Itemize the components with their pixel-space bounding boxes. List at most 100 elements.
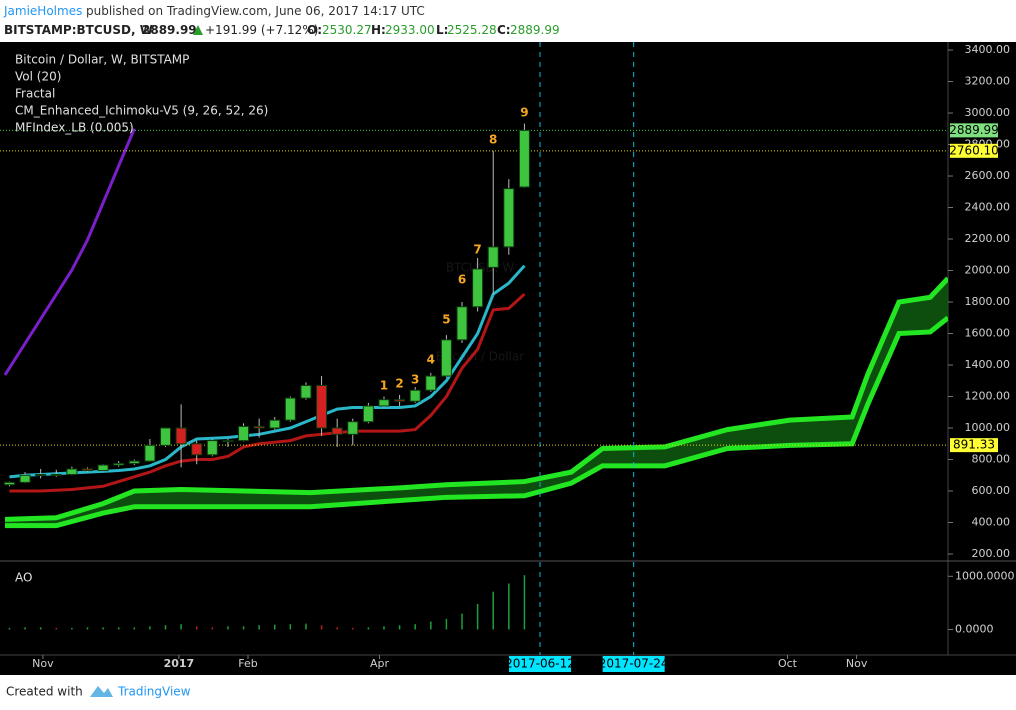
- candle-body: [222, 440, 234, 443]
- indicator-name: CM_Enhanced_Ichimoku-V5 (9, 26, 52, 26): [15, 104, 268, 118]
- ao-pane: [8, 575, 526, 630]
- high-label: H:: [371, 23, 386, 37]
- wave-label: 5: [442, 312, 450, 326]
- candle-body: [191, 443, 203, 456]
- price-pane: 1 2 34 5 6 7 8 9: [0, 106, 948, 529]
- x-tick-label: Apr: [370, 657, 390, 670]
- price-box: [950, 143, 998, 158]
- ao-title: AO: [15, 571, 32, 585]
- candle-body: [113, 462, 125, 466]
- high: 2933.00: [385, 23, 435, 37]
- x-tick-label: Nov: [32, 657, 54, 670]
- open-label: O:: [307, 23, 322, 37]
- candle-body: [50, 473, 62, 476]
- candle-body: [284, 397, 296, 421]
- wave-label: 1: [380, 378, 388, 392]
- candle-body: [331, 427, 343, 435]
- y-tick-label: 1200.00: [965, 390, 1011, 403]
- price-label: 891.33: [953, 438, 995, 452]
- candle-body: [81, 468, 93, 472]
- candle-body: [503, 188, 515, 248]
- x-tick-label: 2017: [164, 657, 195, 670]
- date-label: 2017-07-24: [599, 657, 669, 671]
- candle-body: [518, 129, 530, 188]
- y-tick-label: 2600.00: [965, 169, 1011, 182]
- y-tick-label: 2000.00: [965, 264, 1011, 277]
- symbol: BITSTAMP:BTCUSD, W: [4, 23, 153, 37]
- candle-body: [316, 384, 328, 429]
- logo: [90, 686, 113, 697]
- wave-label: 3: [411, 372, 419, 386]
- footer-text: Created with: [6, 685, 83, 699]
- candle-body: [409, 389, 421, 402]
- candle-body: [175, 427, 187, 445]
- y-tick-label: 3200.00: [965, 75, 1011, 88]
- candle-body: [362, 405, 374, 423]
- axes: 200.00 400.00 600.00 800.00 1000.00 1200.00 1 4…: [32, 42, 1015, 672]
- indicator-line: [3, 128, 136, 376]
- candle-body: [394, 399, 406, 402]
- footer-brand[interactable]: TradingView: [117, 685, 191, 699]
- candle-body: [425, 375, 437, 391]
- candle-body: [269, 419, 281, 429]
- y-tick-label: 2400.00: [965, 201, 1011, 214]
- candle-body: [440, 339, 452, 377]
- candle-body: [19, 474, 31, 483]
- y-tick-label: 800.00: [972, 453, 1011, 466]
- candle-body: [238, 425, 250, 442]
- quote-line: BITSTAMP:BTCUSD, W 2889.99 +191.99 (+7.1…: [4, 23, 560, 37]
- open: 2530.27: [322, 23, 372, 37]
- candle-body: [3, 481, 15, 486]
- candle-body: [253, 425, 265, 429]
- wave-label: 8: [489, 132, 497, 146]
- close: 2889.99: [510, 23, 560, 37]
- candle-body: [144, 444, 156, 462]
- chart-area: [0, 42, 1016, 675]
- y-tick-label: 1600.00: [965, 327, 1011, 340]
- wave-label: 9: [520, 106, 528, 120]
- change: +191.99 (+7.12%): [205, 23, 318, 37]
- candle-body: [487, 246, 499, 268]
- price-label: 2760.10: [949, 143, 999, 157]
- price-box: [950, 123, 998, 138]
- price-box: [950, 438, 998, 453]
- wave-label: 2: [395, 377, 403, 391]
- candle-body: [97, 464, 109, 472]
- date-label: 2017-06-12: [505, 657, 575, 671]
- low-label: L:: [436, 23, 448, 37]
- cloud-line: [5, 315, 948, 529]
- y-tick-label: 2200.00: [965, 232, 1011, 245]
- author[interactable]: JamieHolmes: [3, 4, 82, 18]
- indicator-line: [9, 264, 526, 479]
- legend: Vol (20) Fractal CM_Enhanced_Ichimoku-V5 (…: [15, 70, 268, 135]
- indicator-name: Fractal: [15, 87, 55, 101]
- low: 2525.28: [447, 23, 497, 37]
- last-price: 2889.99: [142, 23, 197, 37]
- candle-body: [128, 460, 140, 464]
- y-tick-label: 3000.00: [965, 106, 1011, 119]
- candle-body: [206, 440, 218, 456]
- header-line: JamieHolmes published on TradingView.com…: [3, 4, 425, 18]
- y-tick-label: 200.00: [972, 547, 1011, 560]
- y-tick-label: 400.00: [972, 516, 1011, 529]
- wave-label: 7: [473, 243, 481, 257]
- chart-title: Bitcoin / Dollar, W, BITSTAMP: [15, 53, 189, 67]
- indicator-name: Vol (20): [15, 70, 61, 84]
- candle-body: [160, 427, 172, 446]
- candle-body: [472, 268, 484, 308]
- candle-body: [456, 306, 468, 341]
- candle-body: [347, 421, 359, 435]
- published: published on TradingView.com, June 06, 2…: [86, 4, 425, 18]
- watermark-name: Bitcoin / Dollar: [436, 350, 524, 364]
- y-tick-label: 1800.00: [965, 295, 1011, 308]
- cloud-line: [4, 276, 948, 522]
- candle-body: [35, 473, 47, 476]
- date-box: [602, 656, 665, 672]
- up-arrow: [193, 25, 203, 35]
- wave-label: 4: [427, 352, 435, 366]
- y-tick-label: 600.00: [972, 484, 1011, 497]
- candle-body: [66, 468, 78, 475]
- y-tick-label: 1000.00: [965, 421, 1011, 434]
- candle-body: [300, 384, 312, 399]
- candle-body: [378, 399, 390, 407]
